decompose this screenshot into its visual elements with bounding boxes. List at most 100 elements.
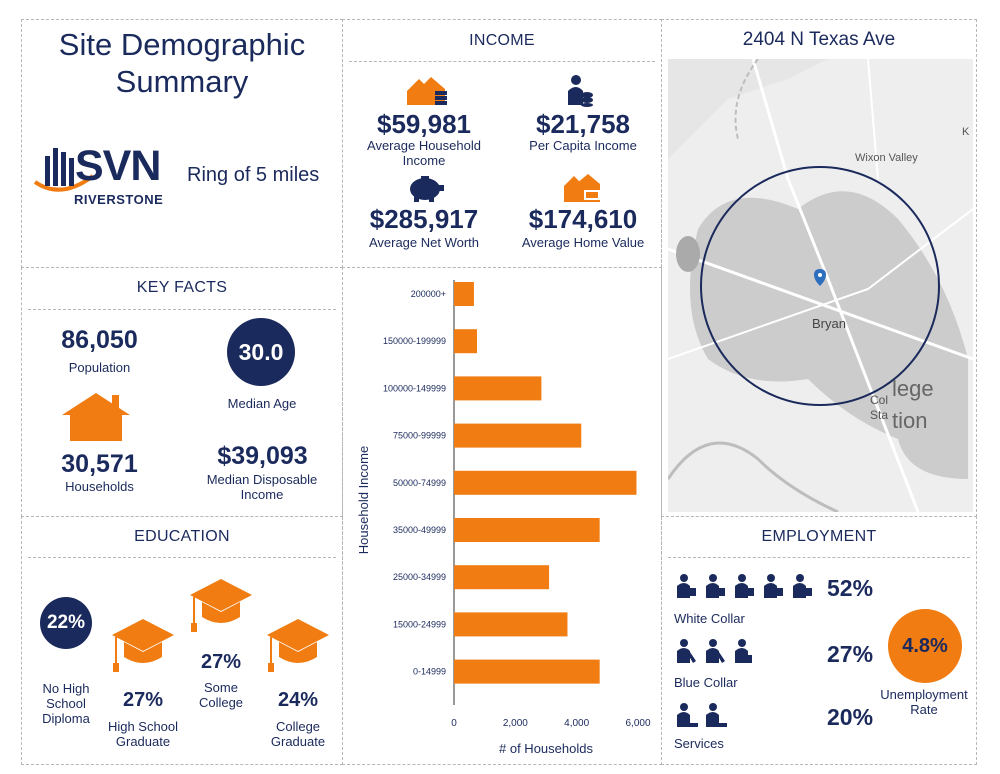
some-college-label: Some College <box>198 680 244 710</box>
category-label: 100000-149999 <box>383 383 446 393</box>
population-value: 86,050 <box>61 326 138 354</box>
chart-panel: Household Income # of Households 200000+… <box>342 267 662 765</box>
bar-200000+ <box>454 282 474 306</box>
divider <box>349 61 655 62</box>
blue-collar-icons <box>677 639 752 663</box>
category-label: 50000-74999 <box>393 478 446 488</box>
services-label: Services <box>674 736 724 751</box>
map[interactable] <box>668 59 973 512</box>
x-tick-label: 2,000 <box>503 718 528 729</box>
y-axis-label: Household Income <box>356 446 371 554</box>
education-header: EDUCATION <box>134 528 230 545</box>
median-disposable-income-label: Median Disposable Income <box>206 472 318 502</box>
category-label: 35000-49999 <box>393 525 446 535</box>
households-value: 30,571 <box>61 450 138 478</box>
white-collar-icons <box>677 574 812 598</box>
median-age-value: 30.0 <box>238 338 284 365</box>
unemployment-value: 4.8% <box>902 634 948 657</box>
bar-15000-24999 <box>454 612 568 637</box>
employment-panel: EMPLOYMENT 52% White Collar 27% Blue Col… <box>661 516 977 765</box>
employment-header: EMPLOYMENT <box>761 528 877 545</box>
x-axis-label: # of Households <box>499 741 593 756</box>
income-header: INCOME <box>469 32 535 49</box>
bar-75000-99999 <box>454 423 582 448</box>
bar-35000-49999 <box>454 518 600 542</box>
unemployment-label: Unemployment Rate <box>880 687 968 717</box>
key-facts-header: KEY FACTS <box>136 279 228 296</box>
bar-25000-34999 <box>454 565 550 590</box>
bar-50000-74999 <box>454 470 637 495</box>
person-coins-icon <box>568 75 593 107</box>
college-grad-label: College Graduate <box>270 719 326 749</box>
services-icons <box>677 703 727 727</box>
white-collar-label: White Collar <box>674 611 745 626</box>
avg-household-income-label: Average Household Income <box>367 138 481 168</box>
graduation-cap-icon <box>267 619 329 672</box>
bar-100000-149999 <box>454 376 542 401</box>
per-capita-income-value: $21,758 <box>536 109 630 139</box>
category-label: 75000-99999 <box>393 431 446 441</box>
hs-grad-label: High School Graduate <box>107 719 179 749</box>
avg-home-value-label: Average Home Value <box>521 235 645 250</box>
logo-text: SVN <box>75 142 161 190</box>
avg-household-income-value: $59,981 <box>377 109 471 139</box>
house-dollar-icon <box>564 174 600 202</box>
ring-label: Ring of 5 miles <box>187 164 320 186</box>
college-grad-value: 24% <box>277 689 319 711</box>
map-label-col: Col <box>870 393 889 407</box>
house-icon <box>62 393 130 441</box>
map-label-tion: tion <box>892 408 928 433</box>
no-hs-badge: 22% <box>40 597 92 649</box>
house-coins-icon <box>407 77 447 105</box>
unemployment-badge: 4.8% <box>888 609 962 683</box>
blue-collar-value: 27% <box>827 641 874 667</box>
page-title: Site Demographic Summary <box>58 27 306 99</box>
education-panel: EDUCATION 22% No High School Diploma 27%… <box>21 516 343 765</box>
key-facts-panel: KEY FACTS 86,050 Population 30.0 Median … <box>21 267 343 517</box>
household-income-chart: Household Income # of Households 200000+… <box>356 280 651 756</box>
logo-mark-icon <box>33 148 95 192</box>
map-label-lege: lege <box>892 376 934 401</box>
logo-subtext: RIVERSTONE <box>74 192 164 207</box>
hs-grad-value: 27% <box>122 689 164 711</box>
address-title: 2404 N Texas Ave <box>742 29 896 50</box>
piggy-bank-icon <box>410 176 444 202</box>
graduation-cap-icon <box>112 619 174 672</box>
households-label: Households <box>65 479 134 494</box>
divider <box>28 309 336 310</box>
median-disposable-income-value: $39,093 <box>217 442 308 470</box>
white-collar-value: 52% <box>827 575 874 601</box>
median-age-badge: 30.0 <box>227 318 295 386</box>
divider <box>28 557 336 558</box>
map-panel: 2404 N Texas Ave Bryan Wixon Valley K Co… <box>661 19 977 517</box>
avg-home-value-value: $174,610 <box>528 204 638 234</box>
income-panel: INCOME $59,981 Average Household Income … <box>342 19 662 268</box>
bar-0-14999 <box>454 659 600 684</box>
category-label: 25000-34999 <box>393 572 446 582</box>
bar-150000-199999 <box>454 329 477 354</box>
summary-panel: Site Demographic Summary SVN RIVERSTONE … <box>21 19 343 268</box>
avg-net-worth-label: Average Net Worth <box>368 235 480 250</box>
graduation-cap-icon <box>190 579 252 632</box>
x-tick-label: 0 <box>451 718 457 729</box>
map-label-bryan: Bryan <box>812 316 846 331</box>
blue-collar-label: Blue Collar <box>674 675 738 690</box>
map-label-k: K <box>962 126 970 138</box>
category-label: 15000-24999 <box>393 619 446 629</box>
some-college-value: 27% <box>200 651 242 673</box>
x-tick-label: 4,000 <box>564 718 589 729</box>
svn-logo: SVN RIVERSTONE <box>31 142 181 212</box>
divider <box>668 557 970 558</box>
no-hs-value: 22% <box>46 612 86 633</box>
map-label-sta: Sta <box>870 408 889 422</box>
services-value: 20% <box>827 704 874 730</box>
per-capita-income-label: Per Capita Income <box>529 138 637 153</box>
category-label: 0-14999 <box>413 667 446 677</box>
avg-net-worth-value: $285,917 <box>369 204 479 234</box>
category-label: 200000+ <box>411 289 446 299</box>
population-label: Population <box>68 360 131 375</box>
median-age-label: Median Age <box>227 396 297 411</box>
map-label-wixon: Wixon Valley <box>855 152 918 164</box>
x-tick-label: 6,000 <box>625 718 650 729</box>
category-label: 150000-199999 <box>383 336 446 346</box>
